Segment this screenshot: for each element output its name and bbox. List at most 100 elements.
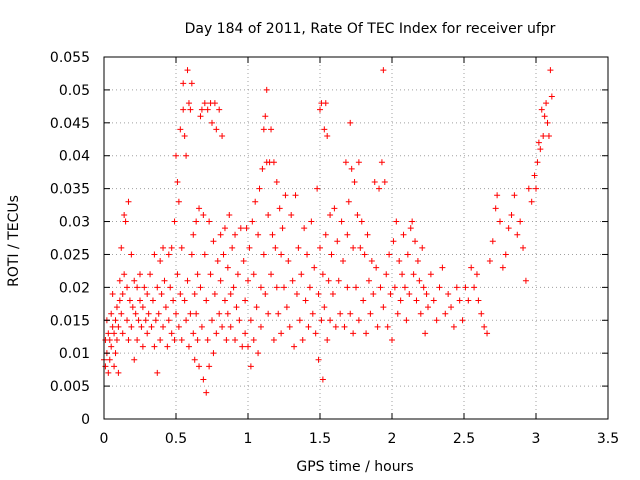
- data-point: [265, 310, 272, 317]
- data-point: [486, 258, 493, 265]
- data-point: [520, 244, 527, 251]
- data-point: [180, 80, 187, 87]
- y-tick-label: 0.05: [59, 83, 90, 99]
- data-point: [157, 258, 164, 265]
- data-point: [206, 363, 213, 370]
- data-point: [327, 211, 334, 218]
- data-point: [137, 271, 143, 278]
- data-point: [191, 290, 198, 297]
- data-point: [164, 343, 171, 350]
- data-point: [221, 297, 228, 304]
- data-point: [250, 337, 257, 344]
- data-point: [397, 297, 404, 304]
- data-point: [184, 277, 191, 284]
- data-point: [368, 258, 375, 265]
- x-tick-label: 0.5: [165, 431, 187, 447]
- data-point: [373, 264, 380, 271]
- data-point: [201, 251, 208, 258]
- data-point: [265, 211, 272, 218]
- data-point: [113, 337, 120, 344]
- data-point: [288, 211, 295, 218]
- data-point: [108, 343, 115, 350]
- data-point: [134, 284, 141, 291]
- data-point: [227, 290, 234, 297]
- data-point: [309, 310, 316, 317]
- data-point: [439, 264, 446, 271]
- x-tick-label: 1: [244, 431, 253, 447]
- data-point: [183, 152, 190, 159]
- data-point: [314, 185, 321, 192]
- data-point: [106, 356, 113, 363]
- data-point: [459, 317, 466, 324]
- data-point: [475, 297, 482, 304]
- data-point: [168, 330, 175, 337]
- data-point: [247, 363, 254, 370]
- data-point: [332, 323, 339, 330]
- data-point: [337, 310, 344, 317]
- data-point: [128, 323, 135, 330]
- data-point: [213, 330, 220, 337]
- data-point: [162, 304, 169, 311]
- data-point: [198, 106, 205, 113]
- data-point: [220, 251, 227, 258]
- data-point: [155, 310, 162, 317]
- data-point: [325, 277, 332, 284]
- data-point: [197, 113, 204, 120]
- data-point: [177, 126, 184, 133]
- data-point: [232, 337, 239, 344]
- data-point: [105, 369, 112, 376]
- data-point: [528, 198, 535, 205]
- data-point: [306, 284, 313, 291]
- data-point: [341, 323, 348, 330]
- data-point: [230, 284, 237, 291]
- data-point: [275, 310, 282, 317]
- data-point: [380, 304, 387, 311]
- data-point: [268, 126, 275, 133]
- chart-title: Day 184 of 2011, Rate Of TEC Index for r…: [185, 21, 556, 37]
- data-point: [273, 179, 280, 186]
- data-point: [360, 297, 367, 304]
- data-point: [253, 304, 260, 311]
- data-point: [119, 330, 126, 337]
- data-point: [497, 218, 503, 225]
- data-point: [386, 251, 393, 258]
- data-point: [276, 205, 283, 212]
- data-point: [430, 297, 437, 304]
- x-tick-labels: 0 0.5 1 1.5 2 2.5 3 3.5: [100, 431, 620, 447]
- data-point: [154, 369, 161, 376]
- data-point: [304, 251, 311, 258]
- data-point: [416, 277, 423, 284]
- y-tick-label: 0: [81, 412, 90, 428]
- data-point: [249, 218, 256, 225]
- data-point: [206, 218, 213, 225]
- data-point: [242, 297, 249, 304]
- data-point: [119, 290, 126, 297]
- data-point: [334, 238, 341, 245]
- data-point: [367, 310, 374, 317]
- data-point: [185, 343, 192, 350]
- data-point: [401, 284, 408, 291]
- data-point: [210, 238, 217, 245]
- data-point: [111, 363, 118, 370]
- data-point: [445, 290, 452, 297]
- data-point: [353, 284, 359, 291]
- data-point: [292, 192, 299, 199]
- data-point: [240, 258, 247, 265]
- data-point: [522, 277, 529, 284]
- data-point: [544, 119, 551, 126]
- data-point: [141, 284, 148, 291]
- data-point: [250, 271, 257, 278]
- data-point: [329, 290, 336, 297]
- data-point: [442, 310, 449, 317]
- data-point: [178, 244, 185, 251]
- data-point: [187, 310, 194, 317]
- data-point: [257, 323, 264, 330]
- data-point: [237, 225, 244, 232]
- data-point: [335, 277, 342, 284]
- data-point: [400, 231, 407, 238]
- data-point: [279, 225, 286, 232]
- data-point: [135, 317, 142, 324]
- data-point: [321, 304, 328, 311]
- data-point: [471, 284, 478, 291]
